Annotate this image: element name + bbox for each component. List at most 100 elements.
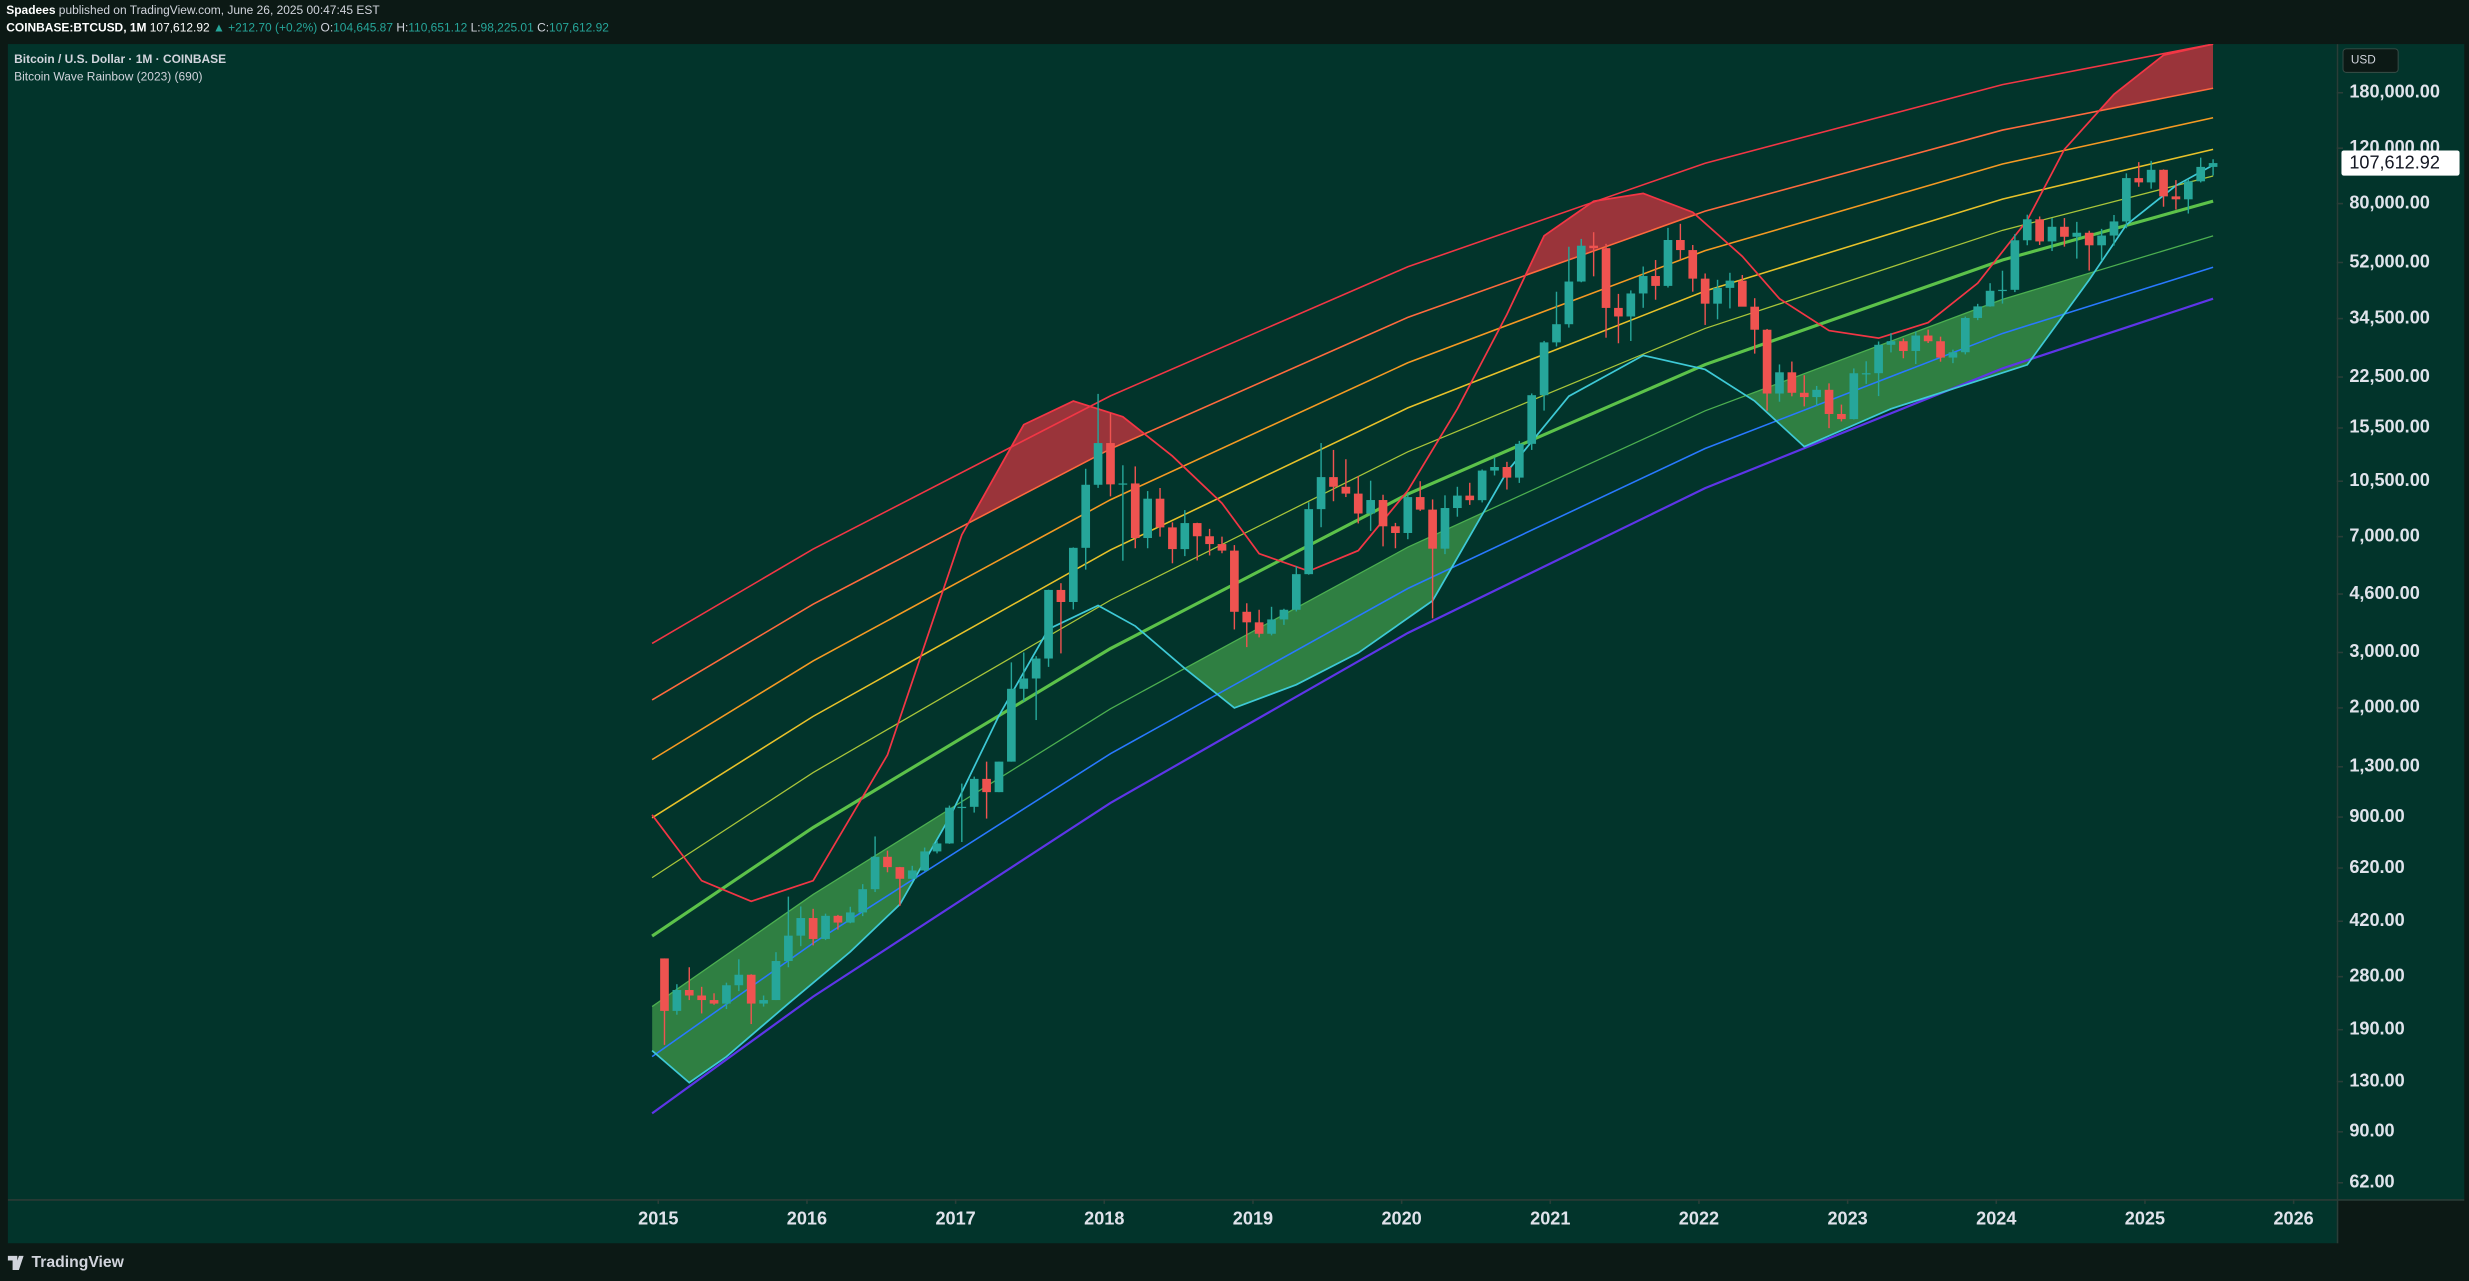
x-tick-label: 2020 xyxy=(1381,1208,1421,1228)
candle-body xyxy=(2196,166,2206,182)
candle-body xyxy=(1775,372,1784,394)
currency-box[interactable] xyxy=(2342,48,2399,73)
candle-body xyxy=(1725,280,1735,288)
candle-body xyxy=(2208,163,2218,167)
candle-body xyxy=(1737,280,1747,307)
chart-title: Bitcoin / U.S. Dollar · 1M · COINBASE xyxy=(14,52,226,66)
candle-body xyxy=(759,1000,768,1004)
y-tick-label: 22,500.00 xyxy=(2349,366,2430,386)
candle-body xyxy=(1936,341,1945,358)
candle-body xyxy=(1502,467,1512,478)
y-tick-label: 3,000.00 xyxy=(2349,641,2419,661)
candle-body xyxy=(1713,287,1722,304)
y-tick-label: 52,000.00 xyxy=(2349,251,2430,271)
candle-body xyxy=(1948,352,1958,358)
candle-body xyxy=(2122,178,2131,222)
x-tick-label: 2025 xyxy=(2125,1208,2165,1228)
candle-body xyxy=(1700,278,1710,304)
candle-body xyxy=(1477,470,1487,501)
symbol: COINBASE:BTCUSD, 1M xyxy=(6,20,146,34)
candle-body xyxy=(808,918,818,939)
y-tick-label: 7,000.00 xyxy=(2349,525,2419,545)
candle-body xyxy=(821,915,830,939)
candle-body xyxy=(660,958,669,1011)
ohlc-label: C: xyxy=(537,20,549,34)
candle-body xyxy=(1514,443,1524,478)
candle-body xyxy=(1861,373,1871,375)
candle-body xyxy=(771,961,781,1001)
candle-body xyxy=(1899,341,1908,351)
candle-body xyxy=(1911,335,1921,351)
candle-body xyxy=(684,990,694,996)
candle-body xyxy=(722,985,731,1004)
candle-body xyxy=(1527,395,1537,444)
x-tick-label: 2022 xyxy=(1679,1208,1719,1228)
y-tick-label: 130.00 xyxy=(2349,1070,2404,1090)
candle-body xyxy=(1428,509,1437,549)
rainbow-band xyxy=(651,116,2214,761)
candle-body xyxy=(994,761,1004,793)
candle-body xyxy=(1874,344,1883,374)
candle-body xyxy=(945,807,954,844)
candle-body xyxy=(957,806,967,809)
candle-body xyxy=(1007,688,1016,762)
candle-body xyxy=(845,912,855,923)
candle-body xyxy=(746,974,756,1004)
candle-body xyxy=(1180,523,1190,550)
tradingview-logo: TradingView xyxy=(7,1254,125,1271)
candle-body xyxy=(1019,678,1029,689)
candle-body xyxy=(1552,324,1561,343)
candle-body xyxy=(2022,219,2032,241)
indicator-name: Bitcoin Wave Rainbow (2023) (690) xyxy=(14,69,202,83)
price: 107,612.92 xyxy=(150,20,210,34)
candle-body xyxy=(1651,276,1660,286)
candle-body xyxy=(1378,500,1388,527)
candle-body xyxy=(1998,289,2007,292)
candle-body xyxy=(2171,196,2181,200)
rainbow-band xyxy=(651,87,2214,701)
candle-body xyxy=(920,851,929,871)
change: ▲ +212.70 (+0.2%) xyxy=(213,20,317,34)
ohlc-value: 107,612.92 xyxy=(549,20,609,34)
rainbow-band xyxy=(651,44,2214,645)
candle-body xyxy=(1849,373,1859,420)
wave-line xyxy=(651,164,2214,1084)
x-tick-label: 2023 xyxy=(1827,1208,1867,1228)
candle-body xyxy=(1589,245,1598,249)
candle-body xyxy=(1465,495,1475,501)
candle-body xyxy=(1787,372,1797,393)
candle-body xyxy=(1837,413,1846,420)
x-tick-label: 2016 xyxy=(787,1208,827,1228)
candle-body xyxy=(870,856,880,890)
candle-body xyxy=(1614,307,1623,317)
candle-body xyxy=(1168,527,1177,550)
candle-body xyxy=(2047,226,2057,242)
candle-body xyxy=(1601,248,1611,308)
candle-body xyxy=(1576,245,1586,282)
rainbow-band xyxy=(651,175,2214,879)
y-tick-label: 900.00 xyxy=(2349,806,2404,826)
ohlc-label: H: xyxy=(396,20,408,34)
currency[interactable]: USD xyxy=(2351,53,2376,67)
candle-body xyxy=(1093,443,1103,485)
publish-line: Spadees published on TradingView.com, Ju… xyxy=(6,3,380,17)
candle-body xyxy=(1291,574,1301,610)
candle-body xyxy=(1304,509,1314,575)
candle-body xyxy=(1267,619,1276,634)
x-tick-label: 2024 xyxy=(1976,1208,2016,1228)
rainbow-band xyxy=(651,297,2214,1115)
last-price-box xyxy=(2341,150,2460,176)
ohlc-value: 110,651.12 xyxy=(408,20,467,34)
candle-body xyxy=(709,1000,719,1004)
candle-body xyxy=(1118,483,1128,485)
candle-body xyxy=(1341,486,1351,494)
candle-body xyxy=(1886,341,1896,345)
y-tick-label: 620.00 xyxy=(2349,857,2404,877)
y-tick-label: 280.00 xyxy=(2349,965,2404,985)
candle-body xyxy=(1440,508,1450,549)
candle-body xyxy=(734,974,744,986)
candle-body xyxy=(1155,498,1165,528)
candle-body xyxy=(2159,169,2168,197)
wave-line xyxy=(651,44,2214,903)
